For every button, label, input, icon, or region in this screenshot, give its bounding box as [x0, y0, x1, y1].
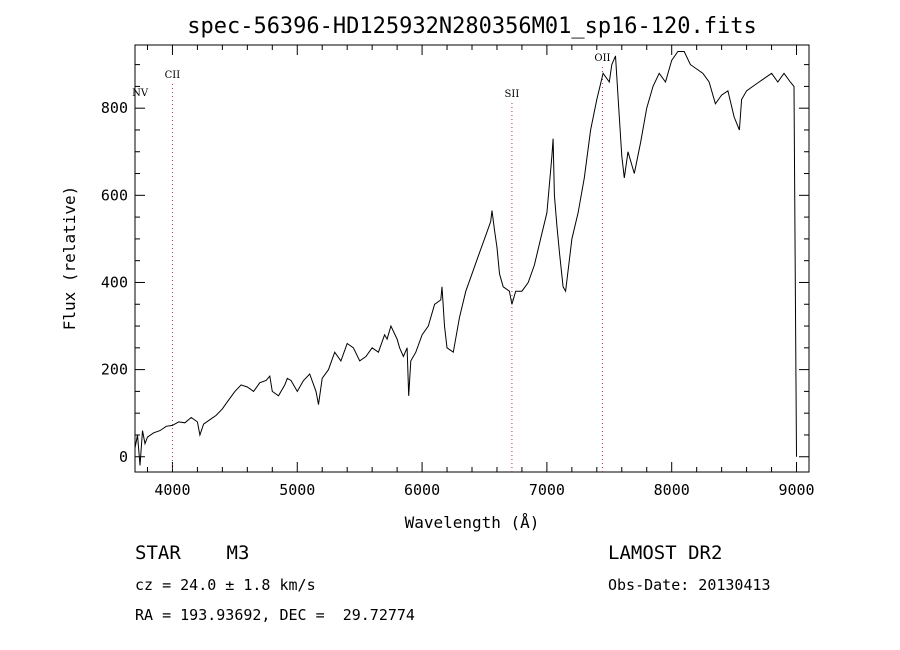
- line-marker-label: CII: [165, 70, 181, 81]
- x-axis-label: Wavelength (Å): [405, 513, 540, 532]
- y-tick-label: 600: [101, 186, 128, 204]
- y-tick-label: 400: [101, 273, 128, 291]
- chart-title: spec-56396-HD125932N280356M01_sp16-120.f…: [187, 14, 757, 39]
- object-class: STAR M3: [135, 542, 250, 564]
- line-marker-label: SII: [505, 89, 520, 100]
- y-axis-label: Flux (relative): [60, 186, 79, 331]
- line-markers: NV CII SII OII: [132, 53, 611, 472]
- cz-value: cz = 24.0 ± 1.8 km/s: [135, 576, 316, 594]
- survey-name: LAMOST DR2: [608, 542, 723, 564]
- coordinates: RA = 193.93692, DEC = 29.72774: [135, 606, 415, 624]
- axis-ticks: 4000 5000 6000 7000 8000 9000 0 200 400 600 800: [101, 45, 815, 499]
- line-marker-label: OII: [594, 53, 610, 64]
- plot-frame: [134, 44, 810, 473]
- y-tick-label: 200: [101, 361, 128, 379]
- x-tick-label: 5000: [279, 481, 315, 499]
- x-tick-label: 6000: [404, 481, 440, 499]
- y-tick-label: 0: [119, 448, 128, 466]
- x-tick-label: 9000: [778, 481, 814, 499]
- spectrum-line: [134, 51, 797, 466]
- x-tick-label: 8000: [654, 481, 690, 499]
- obs-date: Obs-Date: 20130413: [608, 576, 771, 594]
- x-tick-label: 4000: [154, 481, 190, 499]
- y-tick-label: 800: [101, 99, 128, 117]
- line-marker-label: NV: [132, 88, 149, 99]
- x-tick-label: 7000: [529, 481, 565, 499]
